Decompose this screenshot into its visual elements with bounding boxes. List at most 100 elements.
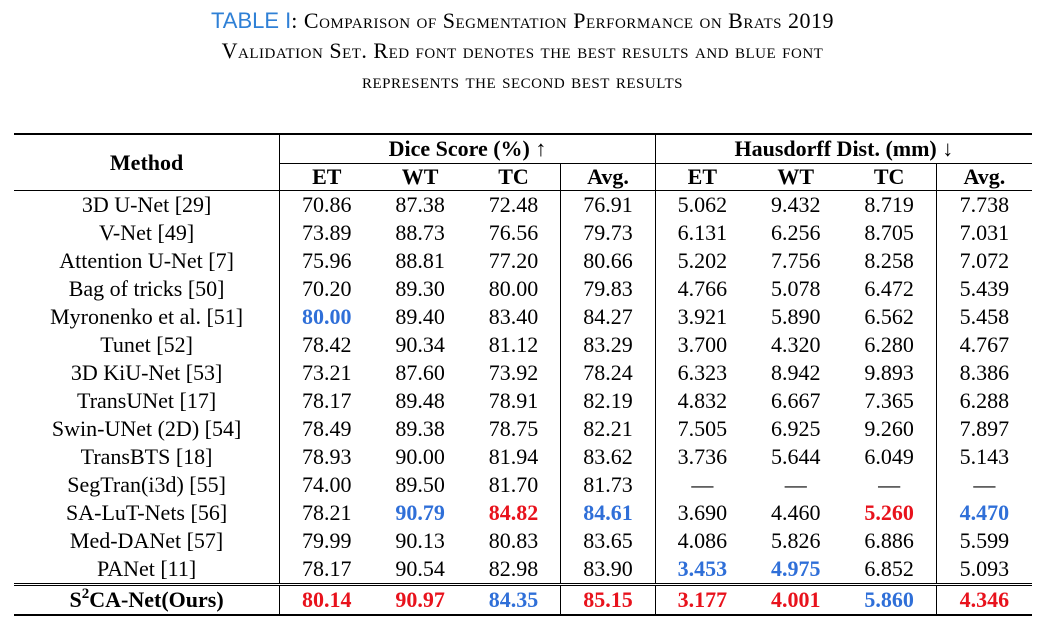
table-row: Swin-UNet (2D) [54] 78.49 89.38 78.75 82.21 7… — [14, 415, 1032, 443]
value-cell: 6.049 — [842, 443, 937, 471]
value-cell: 89.48 — [395, 388, 445, 413]
value-cell: 9.260 — [842, 415, 937, 443]
method-cell: Tunet [52] — [14, 331, 281, 359]
value-cell: 6.562 — [842, 303, 937, 331]
value-cell: — — [973, 472, 996, 497]
value-cell: 5.093 — [959, 556, 1010, 581]
value-cell: 9.893 — [842, 359, 937, 387]
value-cell: 88.81 — [395, 248, 445, 273]
dice-wt-header: WT — [373, 163, 467, 191]
value-cell: 78.91 — [466, 387, 562, 415]
value-cell: 70.20 — [302, 276, 352, 301]
value-cell: 80.83 — [466, 527, 562, 555]
value-cell: 5.826 — [770, 528, 821, 553]
hd-et-header: ET — [655, 163, 749, 191]
value-cell: 6.131 — [677, 220, 728, 245]
hd-tc-header: TC — [842, 163, 937, 191]
value-cell: 6.323 — [677, 360, 728, 385]
value-cell: 80.00 — [302, 304, 352, 329]
dice-et-header: ET — [279, 163, 374, 191]
value-cell: 5.644 — [770, 444, 821, 469]
value-cell: 77.20 — [466, 247, 562, 275]
value-cell: 6.256 — [770, 220, 821, 245]
value-cell: 7.072 — [959, 248, 1010, 273]
value-cell: 7.031 — [959, 220, 1010, 245]
method-cell: Med-DANet [57] — [14, 527, 281, 555]
ours-value-cell: 85.15 — [560, 583, 656, 616]
value-cell: 78.75 — [466, 415, 562, 443]
value-cell: 90.34 — [395, 332, 445, 357]
value-cell: 73.21 — [302, 360, 352, 385]
value-cell: 4.975 — [770, 556, 821, 581]
value-cell: 5.599 — [959, 528, 1010, 553]
value-cell: 4.832 — [677, 388, 728, 413]
table-row: TransUNet [17] 78.17 89.48 78.91 82.19 4.832 6… — [14, 387, 1032, 415]
dice-avg-header: Avg. — [560, 163, 656, 191]
method-cell: TransBTS [18] — [14, 443, 281, 471]
caption-line-1: TABLE I: Comparison of Segmentation Perf… — [0, 6, 1045, 36]
value-cell: 4.470 — [959, 500, 1010, 525]
method-cell: 3D KiU-Net [53] — [14, 359, 281, 387]
table-row: Tunet [52] 78.42 90.34 81.12 83.29 3.700 4.320… — [14, 331, 1032, 359]
value-cell: 70.86 — [302, 192, 352, 217]
value-cell: 6.925 — [770, 416, 821, 441]
method-cell: 3D U-Net [29] — [14, 190, 281, 219]
table-row: SegTran(i3d) [55] 74.00 89.50 81.70 81.73 — — —… — [14, 471, 1032, 499]
value-cell: 82.98 — [466, 555, 562, 585]
value-cell: 8.705 — [842, 219, 937, 247]
value-cell: 5.143 — [959, 444, 1010, 469]
ours-value-cell: 80.14 — [279, 583, 374, 616]
method-cell: Bag of tricks [50] — [14, 275, 281, 303]
value-cell: 6.667 — [770, 388, 821, 413]
method-cell: Myronenko et al. [51] — [14, 303, 281, 331]
value-cell: 78.93 — [302, 444, 352, 469]
value-cell: 3.736 — [677, 444, 728, 469]
method-cell: TransUNet [17] — [14, 387, 281, 415]
value-cell: 8.719 — [842, 190, 937, 219]
value-cell: 83.40 — [466, 303, 562, 331]
hausdorff-header: Hausdorff Dist. (mm) ↓ — [655, 133, 1032, 164]
value-cell: 3.690 — [677, 500, 728, 525]
ours-method-rest: CA-Net(Ours) — [89, 587, 224, 612]
value-cell: 5.890 — [770, 304, 821, 329]
value-cell: 6.472 — [842, 275, 937, 303]
value-cell: 90.13 — [395, 528, 445, 553]
value-cell: 81.94 — [466, 443, 562, 471]
value-cell: 5.062 — [677, 192, 728, 217]
value-cell: 72.48 — [466, 190, 562, 219]
table-row: Myronenko et al. [51] 80.00 89.40 83.40 84.2… — [14, 303, 1032, 331]
header-sub-row: ET WT TC Avg. ET WT TC Avg. — [14, 163, 1032, 191]
value-cell: 5.439 — [959, 276, 1010, 301]
table-row: PANet [11] 78.17 90.54 82.98 83.90 3.453 4.975… — [14, 555, 1032, 585]
value-cell: 73.89 — [302, 220, 352, 245]
method-header: Method — [14, 133, 281, 191]
value-cell: 6.288 — [959, 388, 1010, 413]
value-cell: 3.921 — [677, 304, 728, 329]
results-body: 3D U-Net [29] 70.86 87.38 72.48 76.91 5.062 9.… — [14, 190, 1032, 585]
value-cell: 78.42 — [302, 332, 352, 357]
value-cell: 78.17 — [302, 388, 352, 413]
method-cell: Swin-UNet (2D) [54] — [14, 415, 281, 443]
value-cell: — — [691, 472, 714, 497]
value-cell: 7.897 — [959, 416, 1010, 441]
value-cell: 8.942 — [770, 360, 821, 385]
table-label: TABLE I — [210, 8, 292, 33]
caption-line-3: represents the second best results — [362, 68, 683, 93]
value-cell: 80.00 — [466, 275, 562, 303]
table-row: SA-LuT-Nets [56] 78.21 90.79 84.82 84.61 3.69… — [14, 499, 1032, 527]
value-cell: 89.38 — [395, 416, 445, 441]
ours-method-prefix: S — [69, 587, 82, 612]
value-cell: 8.258 — [842, 247, 937, 275]
value-cell: 79.73 — [560, 219, 656, 247]
value-cell: 75.96 — [302, 248, 352, 273]
value-cell: 83.90 — [560, 555, 656, 585]
value-cell: 89.30 — [395, 276, 445, 301]
value-cell: 79.99 — [302, 528, 352, 553]
value-cell: 6.280 — [842, 331, 937, 359]
value-cell: 87.60 — [395, 360, 445, 385]
value-cell: 81.73 — [560, 471, 656, 499]
value-cell: 80.66 — [560, 247, 656, 275]
table-row: Med-DANet [57] 79.99 90.13 80.83 83.65 4.086 5… — [14, 527, 1032, 555]
value-cell: 90.79 — [395, 500, 445, 525]
dice-score-header: Dice Score (%) ↑ — [279, 133, 656, 164]
